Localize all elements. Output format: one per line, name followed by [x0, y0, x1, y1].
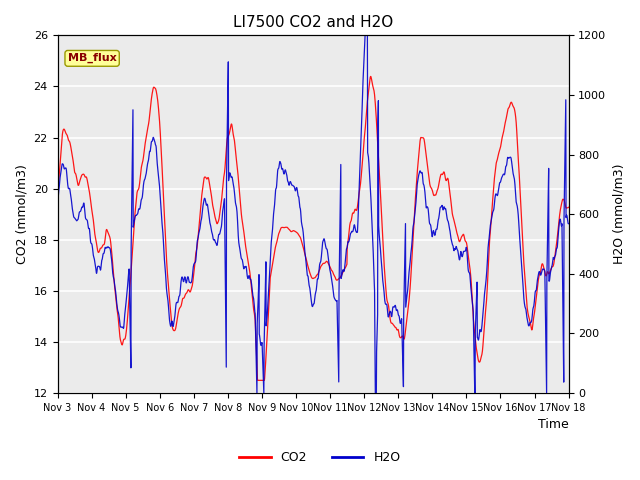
Y-axis label: CO2 (mmol/m3): CO2 (mmol/m3)	[15, 164, 28, 264]
Text: MB_flux: MB_flux	[68, 53, 116, 63]
Title: LI7500 CO2 and H2O: LI7500 CO2 and H2O	[233, 15, 393, 30]
Y-axis label: H2O (mmol/m3): H2O (mmol/m3)	[612, 164, 625, 264]
X-axis label: Time: Time	[538, 419, 568, 432]
Legend: CO2, H2O: CO2, H2O	[234, 446, 406, 469]
